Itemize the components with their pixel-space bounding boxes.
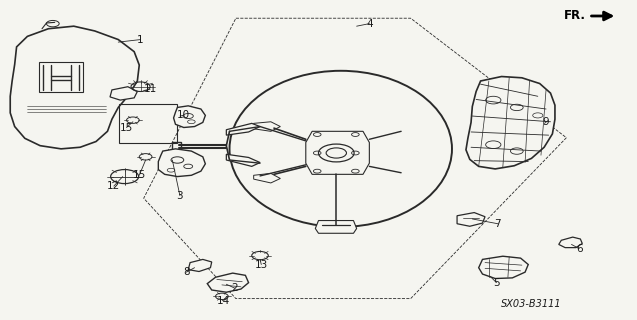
Text: 13: 13 [255, 260, 268, 269]
Polygon shape [173, 141, 180, 151]
Text: 5: 5 [493, 278, 500, 288]
Text: 6: 6 [576, 244, 582, 253]
Text: 1: 1 [137, 35, 144, 44]
Polygon shape [110, 87, 138, 100]
Text: 12: 12 [107, 181, 120, 191]
Polygon shape [254, 122, 280, 131]
Polygon shape [173, 106, 205, 127]
Text: 15: 15 [120, 123, 133, 132]
Text: FR.: FR. [564, 10, 585, 22]
Polygon shape [254, 173, 280, 183]
Polygon shape [159, 149, 205, 177]
Polygon shape [188, 260, 211, 271]
Polygon shape [457, 212, 485, 226]
Text: 8: 8 [183, 267, 190, 277]
Text: 15: 15 [132, 170, 146, 180]
Text: 4: 4 [366, 19, 373, 28]
Polygon shape [207, 273, 248, 292]
Text: SX03-B3111: SX03-B3111 [501, 299, 562, 309]
Polygon shape [226, 154, 260, 166]
Text: 11: 11 [143, 84, 157, 94]
Text: 2: 2 [231, 283, 238, 293]
Polygon shape [466, 76, 555, 169]
Polygon shape [226, 123, 260, 135]
Text: 7: 7 [494, 219, 501, 229]
Polygon shape [478, 256, 528, 278]
Text: 3: 3 [176, 191, 183, 201]
Text: 10: 10 [177, 110, 190, 120]
Text: 9: 9 [543, 117, 549, 127]
Polygon shape [559, 237, 582, 248]
Polygon shape [315, 220, 357, 233]
Polygon shape [306, 131, 369, 174]
Text: 14: 14 [217, 296, 230, 306]
